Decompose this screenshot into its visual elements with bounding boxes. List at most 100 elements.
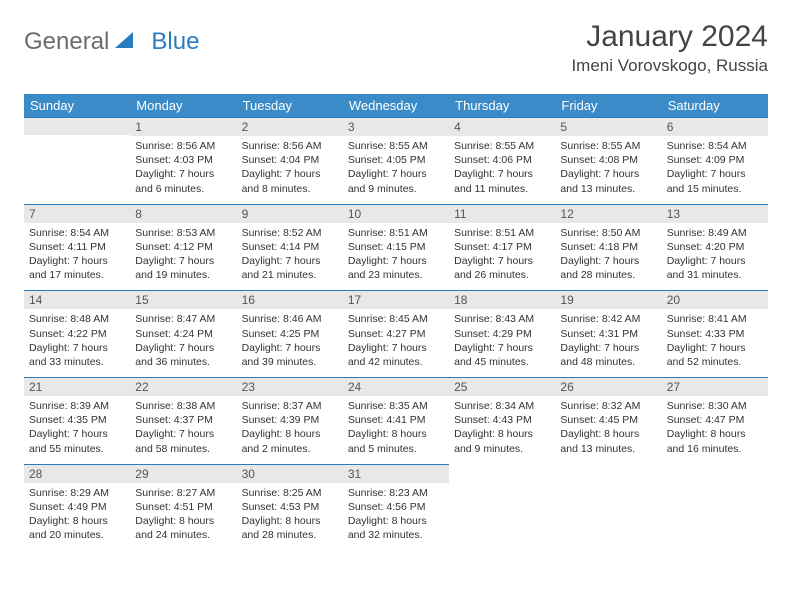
calendar-cell: 17Sunrise: 8:45 AMSunset: 4:27 PMDayligh… bbox=[343, 290, 449, 377]
calendar-cell bbox=[449, 464, 555, 551]
calendar-cell: 10Sunrise: 8:51 AMSunset: 4:15 PMDayligh… bbox=[343, 204, 449, 291]
calendar-cell: 14Sunrise: 8:48 AMSunset: 4:22 PMDayligh… bbox=[24, 290, 130, 377]
calendar-cell: 5Sunrise: 8:55 AMSunset: 4:08 PMDaylight… bbox=[555, 117, 661, 204]
weekday-header: Sunday bbox=[24, 94, 130, 117]
calendar-cell: 13Sunrise: 8:49 AMSunset: 4:20 PMDayligh… bbox=[662, 204, 768, 291]
day-number: 19 bbox=[555, 290, 661, 309]
calendar-row: 7Sunrise: 8:54 AMSunset: 4:11 PMDaylight… bbox=[24, 204, 768, 291]
day-details: Sunrise: 8:56 AMSunset: 4:04 PMDaylight:… bbox=[237, 136, 343, 204]
weekday-header: Monday bbox=[130, 94, 236, 117]
calendar-cell bbox=[555, 464, 661, 551]
day-details: Sunrise: 8:49 AMSunset: 4:20 PMDaylight:… bbox=[662, 223, 768, 291]
day-details: Sunrise: 8:27 AMSunset: 4:51 PMDaylight:… bbox=[130, 483, 236, 551]
day-number: 16 bbox=[237, 290, 343, 309]
day-number: 28 bbox=[24, 464, 130, 483]
day-number: 14 bbox=[24, 290, 130, 309]
calendar-cell: 6Sunrise: 8:54 AMSunset: 4:09 PMDaylight… bbox=[662, 117, 768, 204]
day-number: 20 bbox=[662, 290, 768, 309]
day-details: Sunrise: 8:35 AMSunset: 4:41 PMDaylight:… bbox=[343, 396, 449, 464]
day-details: Sunrise: 8:39 AMSunset: 4:35 PMDaylight:… bbox=[24, 396, 130, 464]
calendar-cell: 29Sunrise: 8:27 AMSunset: 4:51 PMDayligh… bbox=[130, 464, 236, 551]
day-details: Sunrise: 8:48 AMSunset: 4:22 PMDaylight:… bbox=[24, 309, 130, 377]
day-details: Sunrise: 8:32 AMSunset: 4:45 PMDaylight:… bbox=[555, 396, 661, 464]
weekday-header: Thursday bbox=[449, 94, 555, 117]
day-number: 12 bbox=[555, 204, 661, 223]
day-details: Sunrise: 8:54 AMSunset: 4:11 PMDaylight:… bbox=[24, 223, 130, 291]
day-number: 1 bbox=[130, 117, 236, 136]
logo-sail-icon bbox=[113, 30, 135, 55]
calendar-cell: 24Sunrise: 8:35 AMSunset: 4:41 PMDayligh… bbox=[343, 377, 449, 464]
day-number: 6 bbox=[662, 117, 768, 136]
day-number: 30 bbox=[237, 464, 343, 483]
day-details: Sunrise: 8:55 AMSunset: 4:08 PMDaylight:… bbox=[555, 136, 661, 204]
day-number: 4 bbox=[449, 117, 555, 136]
day-number: 24 bbox=[343, 377, 449, 396]
calendar-cell bbox=[24, 117, 130, 204]
day-details: Sunrise: 8:53 AMSunset: 4:12 PMDaylight:… bbox=[130, 223, 236, 291]
day-details: Sunrise: 8:37 AMSunset: 4:39 PMDaylight:… bbox=[237, 396, 343, 464]
day-number: 9 bbox=[237, 204, 343, 223]
calendar-cell: 20Sunrise: 8:41 AMSunset: 4:33 PMDayligh… bbox=[662, 290, 768, 377]
day-number: 26 bbox=[555, 377, 661, 396]
day-details: Sunrise: 8:56 AMSunset: 4:03 PMDaylight:… bbox=[130, 136, 236, 204]
calendar-cell: 4Sunrise: 8:55 AMSunset: 4:06 PMDaylight… bbox=[449, 117, 555, 204]
day-details: Sunrise: 8:41 AMSunset: 4:33 PMDaylight:… bbox=[662, 309, 768, 377]
logo: General Blue bbox=[24, 28, 199, 56]
day-number: 10 bbox=[343, 204, 449, 223]
calendar-cell: 16Sunrise: 8:46 AMSunset: 4:25 PMDayligh… bbox=[237, 290, 343, 377]
day-details: Sunrise: 8:55 AMSunset: 4:05 PMDaylight:… bbox=[343, 136, 449, 204]
day-number: 17 bbox=[343, 290, 449, 309]
day-details: Sunrise: 8:47 AMSunset: 4:24 PMDaylight:… bbox=[130, 309, 236, 377]
calendar-cell: 19Sunrise: 8:42 AMSunset: 4:31 PMDayligh… bbox=[555, 290, 661, 377]
calendar-cell: 12Sunrise: 8:50 AMSunset: 4:18 PMDayligh… bbox=[555, 204, 661, 291]
calendar-cell: 27Sunrise: 8:30 AMSunset: 4:47 PMDayligh… bbox=[662, 377, 768, 464]
day-details: Sunrise: 8:52 AMSunset: 4:14 PMDaylight:… bbox=[237, 223, 343, 291]
day-number: 23 bbox=[237, 377, 343, 396]
calendar-cell: 21Sunrise: 8:39 AMSunset: 4:35 PMDayligh… bbox=[24, 377, 130, 464]
calendar-row: 14Sunrise: 8:48 AMSunset: 4:22 PMDayligh… bbox=[24, 290, 768, 377]
calendar-row: 28Sunrise: 8:29 AMSunset: 4:49 PMDayligh… bbox=[24, 464, 768, 551]
day-number: 18 bbox=[449, 290, 555, 309]
calendar-row: 1Sunrise: 8:56 AMSunset: 4:03 PMDaylight… bbox=[24, 117, 768, 204]
logo-text-general: General bbox=[24, 28, 109, 56]
calendar-cell: 30Sunrise: 8:25 AMSunset: 4:53 PMDayligh… bbox=[237, 464, 343, 551]
day-number: 15 bbox=[130, 290, 236, 309]
calendar-cell: 22Sunrise: 8:38 AMSunset: 4:37 PMDayligh… bbox=[130, 377, 236, 464]
calendar-row: 21Sunrise: 8:39 AMSunset: 4:35 PMDayligh… bbox=[24, 377, 768, 464]
day-number: 3 bbox=[343, 117, 449, 136]
location: Imeni Vorovskogo, Russia bbox=[571, 56, 768, 76]
header: General Blue January 2024 Imeni Vorovsko… bbox=[24, 20, 768, 76]
day-number: 7 bbox=[24, 204, 130, 223]
day-number: 11 bbox=[449, 204, 555, 223]
day-details: Sunrise: 8:29 AMSunset: 4:49 PMDaylight:… bbox=[24, 483, 130, 551]
day-number: 13 bbox=[662, 204, 768, 223]
weekday-header: Saturday bbox=[662, 94, 768, 117]
day-details: Sunrise: 8:38 AMSunset: 4:37 PMDaylight:… bbox=[130, 396, 236, 464]
calendar-cell: 8Sunrise: 8:53 AMSunset: 4:12 PMDaylight… bbox=[130, 204, 236, 291]
calendar-cell: 9Sunrise: 8:52 AMSunset: 4:14 PMDaylight… bbox=[237, 204, 343, 291]
day-details: Sunrise: 8:51 AMSunset: 4:15 PMDaylight:… bbox=[343, 223, 449, 291]
calendar-cell: 3Sunrise: 8:55 AMSunset: 4:05 PMDaylight… bbox=[343, 117, 449, 204]
calendar-cell: 23Sunrise: 8:37 AMSunset: 4:39 PMDayligh… bbox=[237, 377, 343, 464]
calendar-cell: 2Sunrise: 8:56 AMSunset: 4:04 PMDaylight… bbox=[237, 117, 343, 204]
day-details: Sunrise: 8:30 AMSunset: 4:47 PMDaylight:… bbox=[662, 396, 768, 464]
weekday-header: Tuesday bbox=[237, 94, 343, 117]
calendar-cell: 26Sunrise: 8:32 AMSunset: 4:45 PMDayligh… bbox=[555, 377, 661, 464]
calendar-cell: 15Sunrise: 8:47 AMSunset: 4:24 PMDayligh… bbox=[130, 290, 236, 377]
day-details: Sunrise: 8:43 AMSunset: 4:29 PMDaylight:… bbox=[449, 309, 555, 377]
calendar-table: SundayMondayTuesdayWednesdayThursdayFrid… bbox=[24, 94, 768, 550]
calendar-cell: 11Sunrise: 8:51 AMSunset: 4:17 PMDayligh… bbox=[449, 204, 555, 291]
day-number: 21 bbox=[24, 377, 130, 396]
logo-text-blue: Blue bbox=[151, 28, 199, 56]
calendar-cell: 31Sunrise: 8:23 AMSunset: 4:56 PMDayligh… bbox=[343, 464, 449, 551]
day-number: 22 bbox=[130, 377, 236, 396]
calendar-cell: 25Sunrise: 8:34 AMSunset: 4:43 PMDayligh… bbox=[449, 377, 555, 464]
calendar-cell: 1Sunrise: 8:56 AMSunset: 4:03 PMDaylight… bbox=[130, 117, 236, 204]
day-number: 29 bbox=[130, 464, 236, 483]
day-details: Sunrise: 8:34 AMSunset: 4:43 PMDaylight:… bbox=[449, 396, 555, 464]
day-details: Sunrise: 8:51 AMSunset: 4:17 PMDaylight:… bbox=[449, 223, 555, 291]
day-details: Sunrise: 8:55 AMSunset: 4:06 PMDaylight:… bbox=[449, 136, 555, 204]
day-details: Sunrise: 8:46 AMSunset: 4:25 PMDaylight:… bbox=[237, 309, 343, 377]
calendar-header-row: SundayMondayTuesdayWednesdayThursdayFrid… bbox=[24, 94, 768, 117]
day-details: Sunrise: 8:25 AMSunset: 4:53 PMDaylight:… bbox=[237, 483, 343, 551]
